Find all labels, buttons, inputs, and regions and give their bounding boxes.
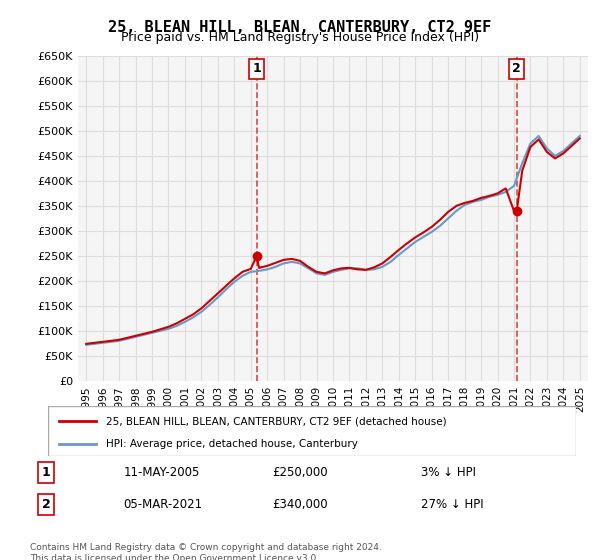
Text: 27% ↓ HPI: 27% ↓ HPI — [421, 498, 484, 511]
Text: 3% ↓ HPI: 3% ↓ HPI — [421, 466, 476, 479]
Text: 2: 2 — [512, 63, 521, 76]
Text: 25, BLEAN HILL, BLEAN, CANTERBURY, CT2 9EF (detached house): 25, BLEAN HILL, BLEAN, CANTERBURY, CT2 9… — [106, 416, 447, 426]
Text: 1: 1 — [252, 63, 261, 76]
Text: £250,000: £250,000 — [272, 466, 328, 479]
Text: Contains HM Land Registry data © Crown copyright and database right 2024.
This d: Contains HM Land Registry data © Crown c… — [30, 543, 382, 560]
Text: 25, BLEAN HILL, BLEAN, CANTERBURY, CT2 9EF: 25, BLEAN HILL, BLEAN, CANTERBURY, CT2 9… — [109, 20, 491, 35]
Text: Price paid vs. HM Land Registry's House Price Index (HPI): Price paid vs. HM Land Registry's House … — [121, 31, 479, 44]
Text: 1: 1 — [42, 466, 50, 479]
Text: 11-MAY-2005: 11-MAY-2005 — [124, 466, 200, 479]
Text: 2: 2 — [42, 498, 50, 511]
Text: £340,000: £340,000 — [272, 498, 328, 511]
Text: 05-MAR-2021: 05-MAR-2021 — [124, 498, 202, 511]
Text: HPI: Average price, detached house, Canterbury: HPI: Average price, detached house, Cant… — [106, 439, 358, 449]
